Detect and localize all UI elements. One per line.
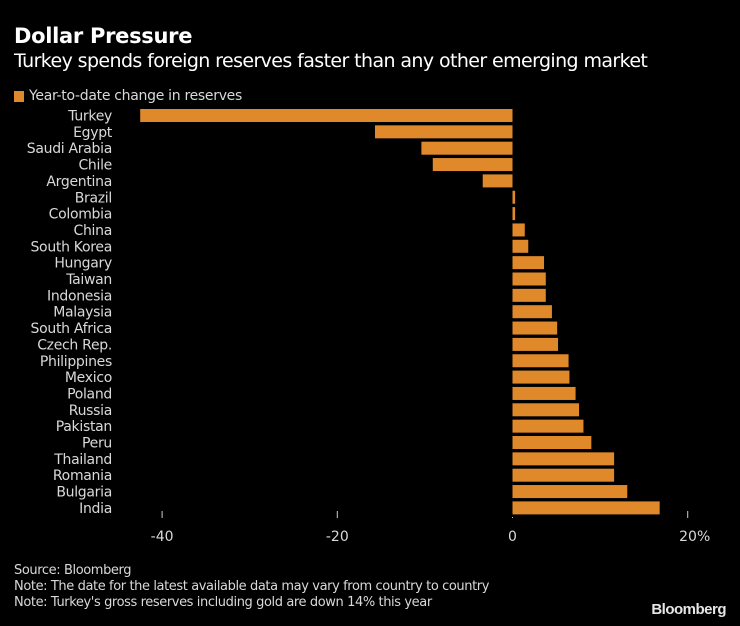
bar (512, 190, 516, 204)
bar (512, 354, 569, 368)
x-tick-label: -20 (326, 529, 349, 545)
bar (512, 403, 580, 417)
category-label: India (79, 501, 112, 517)
footer: Source: Bloomberg Note: The date for the… (14, 563, 489, 611)
category-label: Taiwan (65, 272, 112, 288)
bar (512, 485, 628, 499)
bar (512, 501, 660, 515)
category-label: Thailand (53, 452, 112, 468)
bar (512, 272, 546, 286)
x-tick-label: 0 (508, 529, 517, 545)
bars (140, 109, 660, 515)
bar (482, 174, 513, 188)
category-label: Argentina (46, 174, 112, 190)
chart-title: Dollar Pressure (14, 24, 193, 48)
bar (512, 207, 516, 221)
category-label: Poland (67, 386, 112, 402)
category-label: Bulgaria (56, 485, 112, 501)
category-label: Chile (78, 158, 112, 174)
category-label: Russia (69, 403, 112, 419)
date-note: Note: The date for the latest available … (14, 579, 490, 594)
bloomberg-logo: Bloomberg (651, 601, 726, 618)
category-label: Indonesia (47, 288, 112, 304)
category-label: Mexico (65, 370, 112, 386)
x-axis: -40 -20 0 20% (151, 511, 710, 545)
category-label: Saudi Arabia (27, 141, 112, 157)
category-label: Egypt (73, 125, 113, 141)
category-label: Malaysia (53, 305, 112, 321)
turkey-note: Note: Turkey's gross reserves including … (14, 595, 432, 610)
bar (512, 239, 529, 253)
x-tick-label: 20% (679, 529, 710, 545)
category-label: Philippines (40, 354, 112, 370)
bar (374, 125, 513, 139)
bar (140, 109, 513, 122)
bar (512, 223, 525, 237)
legend: Year-to-date change in reserves (14, 88, 242, 104)
bar (432, 158, 513, 172)
x-tick-label: -40 (151, 529, 174, 545)
bar (512, 305, 552, 319)
category-label: South Korea (30, 239, 112, 255)
category-label: Peru (82, 436, 112, 452)
category-label: Czech Rep. (37, 337, 112, 353)
category-label: South Africa (31, 321, 112, 337)
bar (512, 419, 584, 433)
bar (512, 452, 615, 466)
category-label: China (74, 223, 113, 239)
category-label: Hungary (54, 256, 112, 272)
category-label: Brazil (75, 190, 112, 206)
category-label: Pakistan (56, 419, 112, 435)
category-label: Romania (53, 468, 112, 484)
bar (512, 337, 559, 351)
bar (421, 141, 513, 155)
legend-swatch (14, 90, 24, 102)
bar (512, 386, 576, 400)
category-label: Colombia (49, 207, 112, 223)
legend-label: Year-to-date change in reserves (29, 88, 242, 104)
source-note: Source: Bloomberg (14, 563, 132, 578)
bar (512, 288, 546, 302)
bar (512, 370, 570, 384)
bar (512, 436, 592, 449)
bar (512, 321, 558, 335)
category-label: Turkey (67, 109, 112, 125)
bar (512, 468, 615, 482)
bar (512, 256, 545, 270)
chart-subtitle: Turkey spends foreign reserves faster th… (14, 50, 648, 72)
